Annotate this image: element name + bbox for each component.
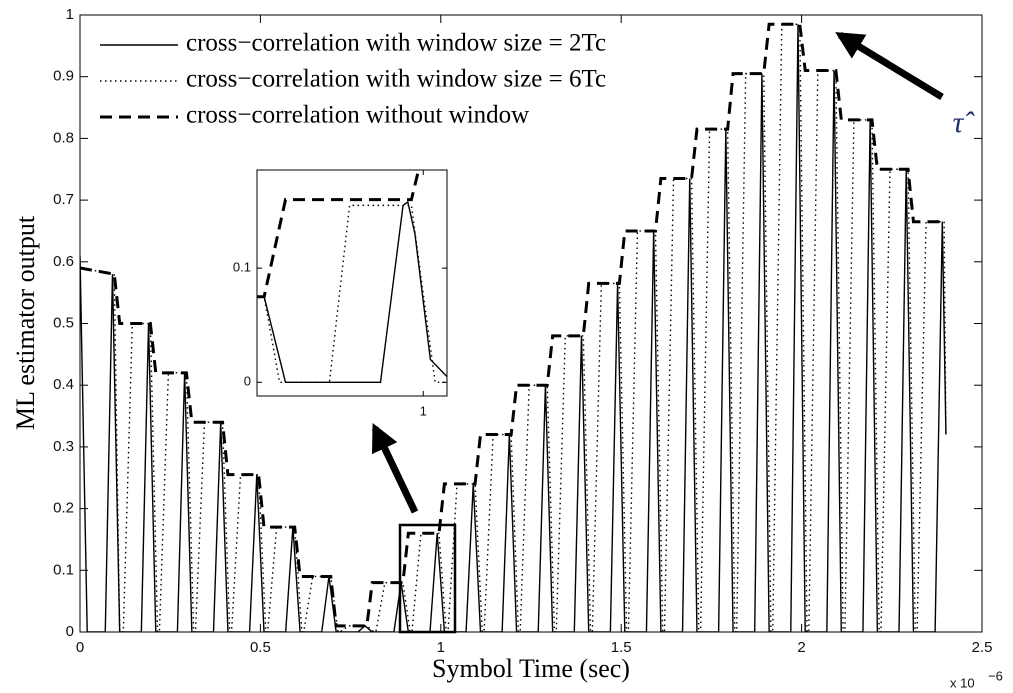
x-tick-label: 1.5 (611, 639, 632, 656)
main-plot: 0 0.5 1 1.5 2 2.5 0 0.1 0.2 0.3 0.4 0.5 0.6 0.7 0.8 0.9… (53, 6, 992, 656)
x-tick-label: 1 (437, 639, 445, 656)
x-scale-base: x 10 (950, 675, 975, 690)
inset-frame (256, 169, 448, 397)
y-tick-label: 0 (244, 374, 251, 389)
series-line (80, 22, 945, 628)
zoom-box (398, 523, 457, 634)
y-tick-label: 0.7 (53, 191, 74, 208)
y-tick-label: 0.2 (53, 500, 74, 517)
x-scale-exponent: −6 (988, 668, 1003, 683)
plot-frame (79, 14, 983, 633)
y-tick-label: 0.6 (53, 253, 74, 270)
x-tick-label: 0.5 (250, 639, 271, 656)
y-tick-label: 0.4 (53, 376, 74, 393)
peak-arrow (835, 32, 944, 100)
y-tick-label: 0.1 (53, 561, 74, 578)
y-axis-label: ML estimator output (11, 215, 40, 430)
x-tick-label: 1 (420, 403, 427, 418)
x-axis-label: Symbol Time (sec) (432, 654, 630, 683)
y-tick-label: 0.1 (233, 260, 251, 275)
series-line (257, 170, 421, 299)
inset-plot: 100.1 (233, 170, 447, 418)
legend-label: cross−correlation without window (186, 102, 529, 129)
y-tick-label: 0.8 (53, 129, 74, 146)
x-tick-label: 0 (76, 639, 84, 656)
y-tick-label: 0.9 (53, 68, 74, 85)
x-tick-label: 2 (797, 639, 805, 656)
y-tick-label: 1 (66, 6, 74, 23)
zoom-arrow (371, 422, 419, 514)
y-tick-label: 0.3 (53, 438, 74, 455)
y-tick-label: 0 (66, 623, 74, 640)
series-line (80, 24, 947, 632)
legend-label: cross−correlation with window size = 6Tc (186, 66, 606, 93)
x-tick-label: 2.5 (972, 639, 993, 656)
legend: cross−correlation with window size = 2Tc… (100, 30, 606, 129)
legend-label: cross−correlation with window size = 2Tc (186, 30, 606, 57)
y-tick-label: 0.5 (53, 314, 74, 331)
